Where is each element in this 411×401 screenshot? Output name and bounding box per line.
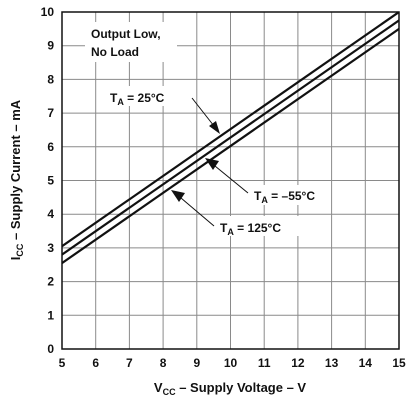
x-tick-label: 13 [325,356,339,370]
arrow-25c [209,121,220,134]
x-tick-label: 11 [258,356,271,370]
x-axis-label: VCC – Supply Voltage – V [154,380,307,397]
data-series [62,12,399,265]
x-tick-label: 5 [59,356,66,370]
y-tick-label: 5 [47,174,54,188]
y-tick-label: 0 [47,342,54,356]
x-tick-label: 6 [92,356,99,370]
x-tick-label: 15 [392,356,406,370]
x-tick-label: 12 [291,356,305,370]
x-tick-labels: 5 6 7 8 9 10 11 12 13 14 15 [59,356,406,370]
leader-25c [191,97,215,127]
y-tick-label: 3 [47,241,54,255]
condition-line-2: No Load [91,45,139,59]
label-minus55c: TA = –55°C [205,158,330,205]
y-tick-label: 8 [47,72,54,86]
label-25c: TA = 25°C [104,86,220,134]
svg-text:TA = 25°C: TA = 25°C [110,91,165,107]
y-axis-label: ICC – Supply Current – mA [8,99,25,260]
label-125c: TA = 125°C [171,190,300,237]
y-tick-label: 2 [47,275,54,289]
arrow-minus55c [205,158,219,170]
y-tick-label: 4 [47,207,54,221]
leader-minus55c [214,165,249,194]
y-tick-label: 10 [41,5,55,19]
y-tick-label: 7 [47,106,54,120]
y-tick-labels: 0 1 2 3 4 5 6 7 8 9 10 [41,5,55,356]
series-line-1 [62,19,399,256]
plot-frame [61,11,400,350]
grid-lines [62,12,399,349]
x-tick-label: 9 [193,356,200,370]
x-tick-label: 10 [224,356,238,370]
y-tick-label: 1 [47,308,54,322]
y-tick-label: 9 [47,39,54,53]
leader-125c [180,197,215,227]
svg-text:TA = –55°C: TA = –55°C [254,189,315,205]
condition-box [85,22,177,62]
y-tick-label: 6 [47,140,54,154]
arrow-125c [171,190,185,202]
condition-line-1: Output Low, [91,27,161,41]
x-tick-label: 7 [126,356,133,370]
series-line-2 [62,27,399,265]
svg-text:TA = 125°C: TA = 125°C [220,221,281,237]
x-tick-label: 8 [160,356,167,370]
x-tick-label: 14 [359,356,373,370]
series-line-0 [62,12,399,248]
